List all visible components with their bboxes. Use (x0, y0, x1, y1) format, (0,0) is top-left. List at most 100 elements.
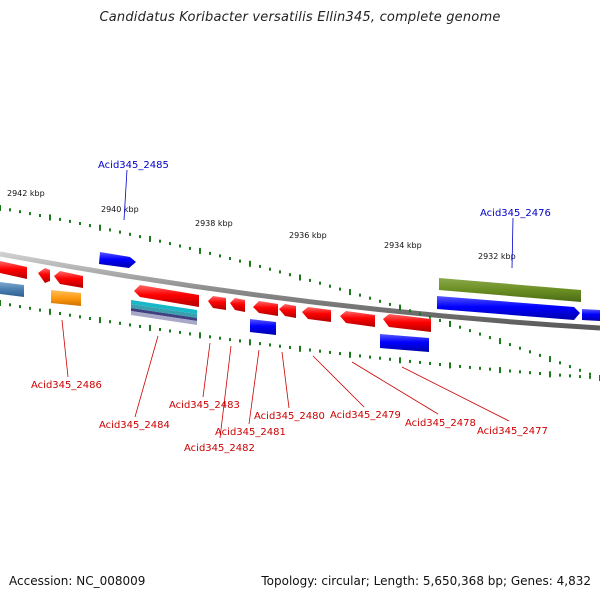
gene-label-2477[interactable]: Acid345_2477 (477, 426, 548, 437)
inner-tick-33 (329, 350, 331, 354)
inner-tick-35 (349, 351, 351, 358)
gene-red-2484[interactable] (134, 285, 199, 307)
outer-tick-50 (499, 338, 501, 345)
gene-label-2479[interactable]: Acid345_2479 (330, 410, 401, 421)
gene-red-edge-2[interactable] (38, 268, 50, 283)
gene-labels: Acid345_2485 Acid345_2476 Acid345_2486 A… (31, 160, 551, 454)
leader-lines (61, 169, 514, 439)
gene-multi-2484-lavender[interactable] (131, 311, 197, 325)
gene-multi-2484-navy[interactable] (131, 308, 197, 321)
inner-tick-28 (279, 344, 281, 348)
outer-tick-32 (319, 281, 321, 285)
outer-tick-21 (209, 251, 211, 255)
outer-tick-56 (559, 361, 561, 365)
outer-tick-24 (239, 259, 241, 263)
outer-tick-31 (309, 278, 311, 282)
inner-tick-4 (39, 308, 41, 312)
inner-tick-29 (289, 346, 291, 349)
gene-label-2485[interactable]: Acid345_2485 (98, 160, 169, 171)
outer-tick-51 (509, 343, 511, 347)
outer-tick-6 (59, 217, 61, 221)
inner-tick-44 (439, 363, 441, 366)
inner-tick-19 (189, 332, 191, 336)
gene-label-2482[interactable]: Acid345_2482 (184, 443, 255, 454)
gene-label-2480[interactable]: Acid345_2480 (254, 411, 325, 422)
outer-tick-43 (429, 315, 431, 319)
gene-red-2482[interactable] (230, 298, 245, 312)
gene-red-2478[interactable] (340, 311, 375, 327)
inner-tick-22 (219, 336, 221, 340)
gene-red-2479[interactable] (302, 307, 331, 322)
outer-tick-35 (349, 289, 351, 296)
outer-tick-53 (529, 350, 531, 354)
outer-tick-23 (229, 257, 231, 260)
inner-tick-10 (99, 317, 101, 324)
inner-tick-17 (169, 329, 171, 333)
kbp-label-2932: 2932 kbp (478, 252, 516, 261)
outer-tick-30 (299, 274, 301, 281)
inner-tick-7 (69, 313, 71, 317)
outer-tick-25 (249, 260, 251, 267)
gene-acid345-2476[interactable] (439, 278, 581, 302)
kbp-label-2936: 2936 kbp (289, 231, 327, 240)
gene-label-2484[interactable]: Acid345_2484 (99, 420, 170, 431)
gene-red-2477[interactable] (383, 314, 431, 332)
outer-tick-29 (289, 273, 291, 277)
outer-tick-45 (449, 320, 451, 327)
inner-tick-3 (29, 306, 31, 310)
outer-tick-8 (79, 222, 81, 225)
inner-tick-48 (479, 366, 481, 370)
gene-blue-forward-large[interactable] (437, 296, 580, 320)
inner-tick-55 (549, 371, 551, 378)
kbp-label-2942: 2942 kbp (7, 189, 45, 198)
inner-tick-0 (0, 300, 1, 306)
outer-tick-26 (259, 264, 261, 268)
gene-red-edge-1[interactable] (0, 261, 27, 279)
inner-tick-38 (379, 356, 381, 360)
gene-label-2486[interactable]: Acid345_2486 (31, 380, 102, 391)
outer-tick-12 (119, 230, 121, 234)
outer-tick-9 (89, 224, 91, 228)
gene-orange-2486[interactable] (51, 290, 81, 306)
inner-tick-51 (509, 369, 511, 373)
reverse-genes (0, 261, 431, 352)
outer-tick-17 (169, 242, 171, 246)
outer-tick-40 (399, 304, 401, 311)
outer-tick-19 (189, 246, 191, 250)
outer-tick-52 (519, 346, 521, 350)
gene-multi-2484-cyan[interactable] (131, 300, 197, 314)
gene-label-2481[interactable]: Acid345_2481 (215, 427, 286, 438)
gene-label-2478[interactable]: Acid345_2478 (405, 418, 476, 429)
inner-tick-57 (569, 374, 571, 378)
gene-label-2483[interactable]: Acid345_2483 (169, 400, 240, 411)
outer-tick-59 (589, 372, 591, 376)
inner-tick-9 (89, 317, 91, 320)
gene-blue-forward-edge[interactable] (582, 309, 600, 321)
outer-tick-44 (439, 319, 441, 322)
inner-tick-25 (249, 339, 251, 346)
gene-acid345-2485[interactable] (99, 252, 136, 268)
inner-scale-ticks (0, 300, 600, 381)
gene-red-2483[interactable] (208, 296, 226, 310)
gene-red-small-3[interactable] (54, 271, 83, 288)
outer-tick-4 (39, 214, 41, 217)
inner-tick-46 (459, 364, 461, 368)
inner-tick-58 (579, 375, 581, 379)
outer-tick-41 (409, 309, 411, 313)
outer-tick-33 (329, 284, 331, 288)
gene-red-2481[interactable] (253, 301, 278, 316)
gene-blue-2477[interactable] (380, 334, 429, 352)
gene-label-2476[interactable]: Acid345_2476 (480, 208, 551, 219)
outer-tick-37 (369, 296, 371, 300)
inner-tick-21 (209, 335, 211, 339)
inner-tick-43 (429, 362, 431, 365)
inner-tick-41 (409, 359, 411, 363)
inner-tick-36 (359, 354, 361, 358)
gene-blue-2481[interactable] (250, 319, 276, 335)
gene-multi-2484-teal[interactable] (131, 304, 197, 318)
gene-red-2480[interactable] (279, 304, 296, 318)
inner-tick-24 (239, 339, 241, 343)
inner-tick-40 (399, 357, 401, 364)
gene-steel-edge[interactable] (0, 282, 24, 297)
